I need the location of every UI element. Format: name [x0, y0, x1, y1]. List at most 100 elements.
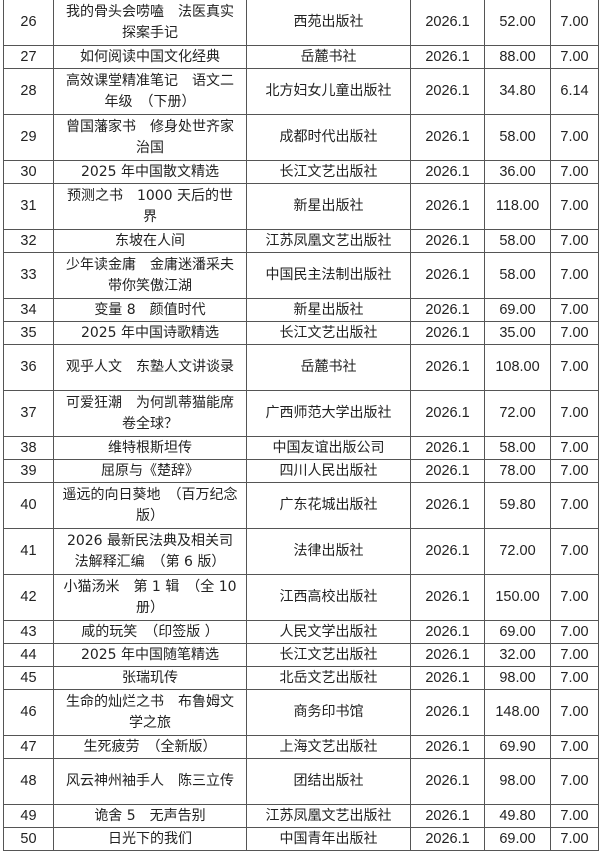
- row-number-cell: 49: [3, 804, 54, 828]
- price-cell: 108.00: [484, 344, 551, 391]
- table-row: 48 风云神州袖手人 陈三立传 团结出版社 2026.1 98.00 7.00: [3, 758, 599, 805]
- book-title-cell: 张瑞玑传: [53, 666, 247, 690]
- table-body: 26 我的骨头会唠嗑 法医真实探案手记 西苑出版社 2026.1 52.00 7.00 27…: [3, 0, 599, 851]
- price-cell: 118.00: [484, 183, 551, 230]
- publish-date-cell: 2026.1: [410, 68, 485, 115]
- book-title-cell: 风云神州袖手人 陈三立传: [53, 758, 247, 805]
- publish-date-cell: 2026.1: [410, 436, 485, 460]
- book-title-cell: 生死疲劳 （全新版）: [53, 735, 247, 759]
- table-row: 28 高效课堂精准笔记 语文二年级 （下册） 北方妇女儿童出版社 2026.1 34.8…: [3, 68, 599, 115]
- publisher-cell: 岳麓书社: [246, 344, 411, 391]
- book-title-cell: 变量 8 颜值时代: [53, 298, 247, 322]
- table-row: 27 如何阅读中国文化经典 岳麓书社 2026.1 88.00 7.00: [3, 45, 599, 69]
- discount-cell: 7.00: [550, 482, 599, 529]
- table-row: 35 2025 年中国诗歌精选 长江文艺出版社 2026.1 35.00 7.00: [3, 321, 599, 345]
- row-number-cell: 34: [3, 298, 54, 322]
- price-cell: 69.90: [484, 735, 551, 759]
- price-cell: 49.80: [484, 804, 551, 828]
- price-cell: 58.00: [484, 114, 551, 161]
- table-row: 30 2025 年中国散文精选 长江文艺出版社 2026.1 36.00 7.00: [3, 160, 599, 184]
- row-number-cell: 26: [3, 0, 54, 46]
- table-row: 49 诡舍 5 无声告别 江苏凤凰文艺出版社 2026.1 49.80 7.00: [3, 804, 599, 828]
- price-cell: 58.00: [484, 252, 551, 299]
- publish-date-cell: 2026.1: [410, 0, 485, 46]
- book-title-cell: 预测之书 1000 天后的世界: [53, 183, 247, 230]
- discount-cell: 7.00: [550, 620, 599, 644]
- table-row: 47 生死疲劳 （全新版） 上海文艺出版社 2026.1 69.90 7.00: [3, 735, 599, 759]
- publisher-cell: 广西师范大学出版社: [246, 390, 411, 437]
- publish-date-cell: 2026.1: [410, 482, 485, 529]
- table-row: 50 日光下的我们 中国青年出版社 2026.1 69.00 7.00: [3, 827, 599, 851]
- discount-cell: 7.00: [550, 827, 599, 851]
- price-cell: 69.00: [484, 827, 551, 851]
- row-number-cell: 42: [3, 574, 54, 621]
- publisher-cell: 长江文艺出版社: [246, 643, 411, 667]
- discount-cell: 7.00: [550, 252, 599, 299]
- publish-date-cell: 2026.1: [410, 643, 485, 667]
- book-title-cell: 观乎人文 东塾人文讲谈录: [53, 344, 247, 391]
- publish-date-cell: 2026.1: [410, 183, 485, 230]
- discount-cell: 7.00: [550, 528, 599, 575]
- publish-date-cell: 2026.1: [410, 45, 485, 69]
- price-cell: 34.80: [484, 68, 551, 115]
- table-row: 31 预测之书 1000 天后的世界 新星出版社 2026.1 118.00 7.00: [3, 183, 599, 230]
- book-title-cell: 我的骨头会唠嗑 法医真实探案手记: [53, 0, 247, 46]
- publisher-cell: 法律出版社: [246, 528, 411, 575]
- row-number-cell: 27: [3, 45, 54, 69]
- price-cell: 35.00: [484, 321, 551, 345]
- publisher-cell: 新星出版社: [246, 298, 411, 322]
- row-number-cell: 45: [3, 666, 54, 690]
- publish-date-cell: 2026.1: [410, 114, 485, 161]
- discount-cell: 7.00: [550, 298, 599, 322]
- price-cell: 148.00: [484, 689, 551, 736]
- table-row: 41 2026 最新民法典及相关司法解释汇编 （第 6 版） 法律出版社 2026.1…: [3, 528, 599, 575]
- table-row: 42 小猫汤米 第 1 辑 （全 10 册） 江西高校出版社 2026.1 150.00…: [3, 574, 599, 621]
- table-row: 45 张瑞玑传 北岳文艺出版社 2026.1 98.00 7.00: [3, 666, 599, 690]
- publish-date-cell: 2026.1: [410, 229, 485, 253]
- discount-cell: 7.00: [550, 344, 599, 391]
- row-number-cell: 37: [3, 390, 54, 437]
- discount-cell: 7.00: [550, 758, 599, 805]
- discount-cell: 7.00: [550, 160, 599, 184]
- book-title-cell: 如何阅读中国文化经典: [53, 45, 247, 69]
- book-title-cell: 高效课堂精准笔记 语文二年级 （下册）: [53, 68, 247, 115]
- publisher-cell: 北方妇女儿童出版社: [246, 68, 411, 115]
- table-row: 26 我的骨头会唠嗑 法医真实探案手记 西苑出版社 2026.1 52.00 7.00: [3, 0, 599, 46]
- row-number-cell: 28: [3, 68, 54, 115]
- discount-cell: 6.14: [550, 68, 599, 115]
- discount-cell: 7.00: [550, 114, 599, 161]
- publish-date-cell: 2026.1: [410, 528, 485, 575]
- book-title-cell: 遥远的向日葵地 （百万纪念版）: [53, 482, 247, 529]
- price-cell: 78.00: [484, 459, 551, 483]
- row-number-cell: 39: [3, 459, 54, 483]
- publisher-cell: 上海文艺出版社: [246, 735, 411, 759]
- row-number-cell: 41: [3, 528, 54, 575]
- discount-cell: 7.00: [550, 229, 599, 253]
- discount-cell: 7.00: [550, 735, 599, 759]
- price-cell: 72.00: [484, 528, 551, 575]
- price-cell: 72.00: [484, 390, 551, 437]
- publisher-cell: 西苑出版社: [246, 0, 411, 46]
- book-title-cell: 诡舍 5 无声告别: [53, 804, 247, 828]
- publish-date-cell: 2026.1: [410, 666, 485, 690]
- publisher-cell: 成都时代出版社: [246, 114, 411, 161]
- publisher-cell: 中国青年出版社: [246, 827, 411, 851]
- publish-date-cell: 2026.1: [410, 321, 485, 345]
- book-title-cell: 可爱狂潮 为何凯蒂猫能席卷全球？: [53, 390, 247, 437]
- row-number-cell: 40: [3, 482, 54, 529]
- table-row: 43 咸的玩笑 （印签版 ）人民文学出版社 2026.1 69.00 7.00: [3, 620, 599, 644]
- publisher-cell: 北岳文艺出版社: [246, 666, 411, 690]
- discount-cell: 7.00: [550, 436, 599, 460]
- row-number-cell: 43: [3, 620, 54, 644]
- price-cell: 98.00: [484, 758, 551, 805]
- discount-cell: 7.00: [550, 574, 599, 621]
- discount-cell: 7.00: [550, 459, 599, 483]
- publisher-cell: 江苏凤凰文艺出版社: [246, 804, 411, 828]
- discount-cell: 7.00: [550, 643, 599, 667]
- publish-date-cell: 2026.1: [410, 758, 485, 805]
- book-list-table: 26 我的骨头会唠嗑 法医真实探案手记 西苑出版社 2026.1 52.00 7.00 27…: [3, 0, 599, 851]
- publisher-cell: 岳麓书社: [246, 45, 411, 69]
- table-row: 32 东坡在人间 江苏凤凰文艺出版社 2026.1 58.00 7.00: [3, 229, 599, 253]
- table-row: 37 可爱狂潮 为何凯蒂猫能席卷全球？ 广西师范大学出版社 2026.1 72.00 7.…: [3, 390, 599, 437]
- book-title-cell: 咸的玩笑 （印签版 ）: [53, 620, 247, 644]
